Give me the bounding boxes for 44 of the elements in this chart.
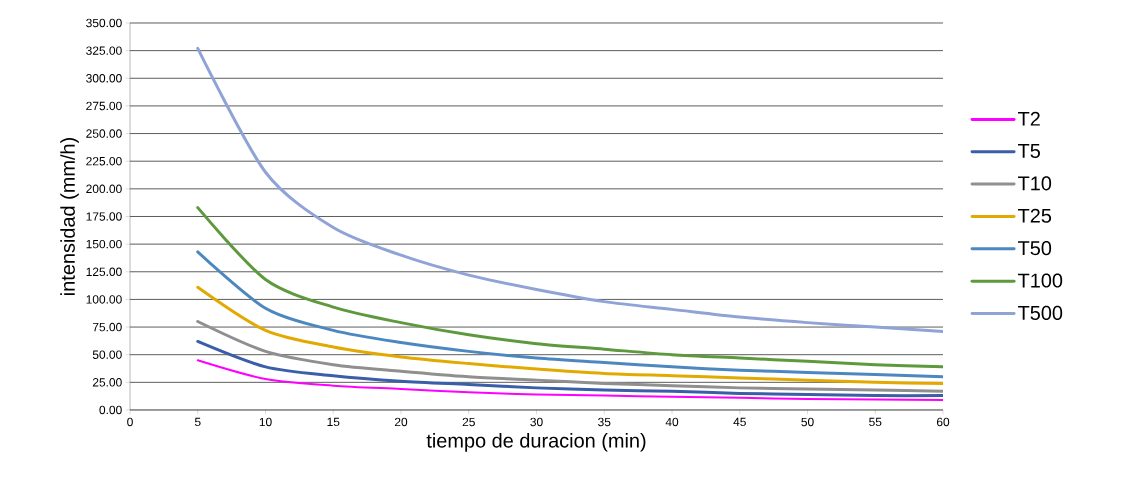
x-tick-label: 50 bbox=[801, 417, 814, 427]
x-tick-label: 30 bbox=[530, 417, 543, 427]
x-tick-label: 35 bbox=[598, 417, 611, 427]
y-tick-label: 250.00 bbox=[86, 129, 122, 138]
x-tick-label: 40 bbox=[665, 417, 679, 427]
legend-label: T50 bbox=[1018, 241, 1052, 256]
y-tick-label: 275.00 bbox=[86, 101, 122, 111]
y-axis-title: intensidad (mm/h) bbox=[60, 138, 79, 295]
x-tick-label: 5 bbox=[194, 417, 201, 427]
legend-label: T25 bbox=[1018, 208, 1052, 223]
y-tick-label: 350.00 bbox=[86, 18, 122, 28]
x-tick-label: 10 bbox=[259, 417, 272, 427]
x-tick-label: 0 bbox=[127, 417, 133, 427]
y-tick-label: 300.00 bbox=[86, 74, 122, 83]
y-tick-label: 325.00 bbox=[86, 46, 122, 55]
line-series bbox=[196, 339, 944, 398]
legend-label: T10 bbox=[1018, 176, 1052, 191]
line-series bbox=[196, 206, 944, 369]
line-series bbox=[196, 285, 944, 385]
y-tick-label: 225.00 bbox=[86, 156, 122, 166]
x-tick-label: 25 bbox=[462, 417, 475, 427]
y-tick-label: 150.00 bbox=[86, 239, 122, 249]
x-tick-label: 20 bbox=[394, 417, 408, 427]
x-tick-label: 60 bbox=[936, 417, 950, 427]
x-tick-label: 55 bbox=[869, 417, 882, 427]
legend-label: T5 bbox=[1018, 144, 1040, 158]
line-series bbox=[196, 359, 944, 402]
y-tick-label: 75.00 bbox=[92, 322, 122, 332]
y-tick-label: 200.00 bbox=[86, 184, 122, 194]
y-tick-label: 100.00 bbox=[86, 295, 122, 304]
x-axis-title: tiempo de duracion (min) bbox=[426, 433, 646, 452]
y-tick-label: 175.00 bbox=[86, 212, 122, 221]
y-tick-label: 25.00 bbox=[92, 378, 122, 387]
line-series bbox=[196, 250, 944, 379]
line-series bbox=[196, 320, 944, 393]
y-tick-label: 125.00 bbox=[86, 267, 122, 276]
x-tick-label: 15 bbox=[327, 417, 340, 427]
legend-label: T500 bbox=[1018, 305, 1063, 320]
legend-label: T2 bbox=[1018, 111, 1040, 126]
y-tick-label: 0.00 bbox=[99, 405, 122, 415]
legend-label: T100 bbox=[1018, 273, 1063, 288]
x-tick-label: 45 bbox=[733, 417, 746, 427]
y-tick-label: 50.00 bbox=[92, 350, 122, 359]
line-series bbox=[196, 46, 944, 333]
